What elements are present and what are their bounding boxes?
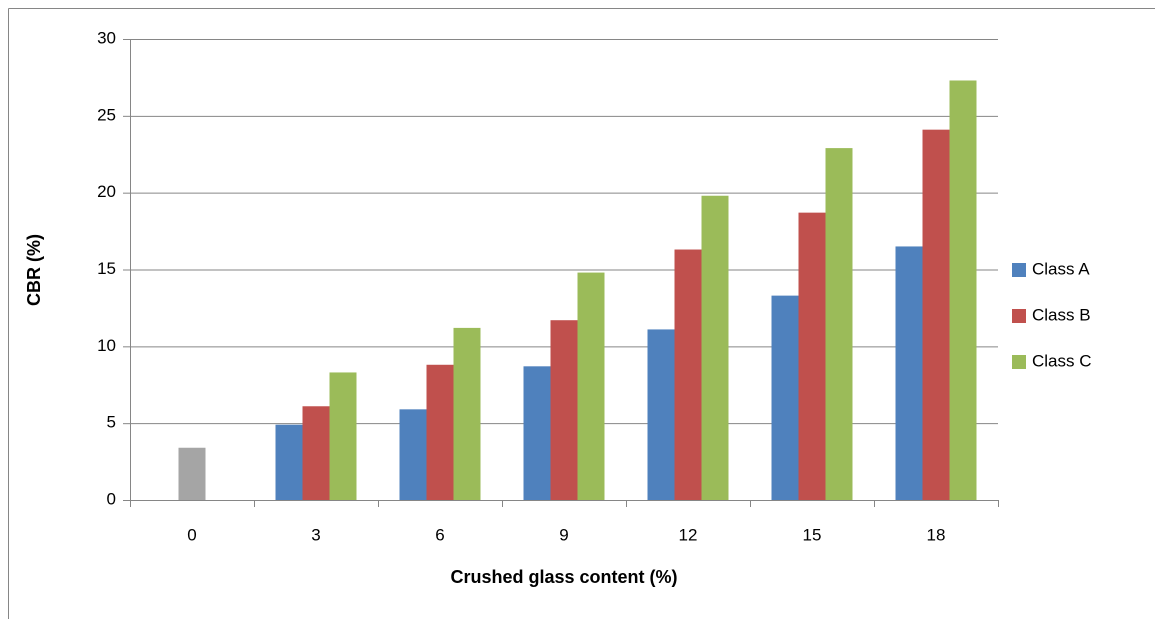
y-axis-title: CBR (%) [24,234,44,306]
x-tick-label: 18 [927,525,946,544]
bar [426,364,454,500]
legend-swatch [1012,263,1026,277]
bar [275,424,303,500]
y-tick-label: 15 [97,259,116,278]
x-tick-label: 6 [435,525,444,544]
bar [550,320,578,500]
legend-label: Class A [1032,259,1090,278]
bar [647,329,675,500]
bar [453,327,481,500]
legend-label: Class C [1032,351,1092,370]
bar [771,295,799,500]
y-tick-label: 5 [107,413,116,432]
x-tick-label: 15 [803,525,822,544]
x-axis-title: Crushed glass content (%) [450,567,677,587]
bar [523,366,551,500]
x-tick-label: 0 [187,525,196,544]
bar [701,195,729,501]
x-tick-label: 3 [311,525,320,544]
y-tick-label: 30 [97,28,116,47]
bar [825,148,853,500]
x-tick-label: 12 [679,525,698,544]
y-tick-label: 25 [97,105,116,124]
bar [949,80,977,501]
bar [922,129,950,500]
bar [798,212,826,501]
bar [674,249,702,500]
bar [895,246,923,500]
y-tick-label: 20 [97,182,116,201]
legend-swatch [1012,355,1026,369]
legend-label: Class B [1032,305,1091,324]
bar [329,372,357,500]
y-tick-label: 10 [97,336,116,355]
bar [399,409,427,500]
bar [302,406,330,500]
x-tick-label: 9 [559,525,568,544]
y-tick-label: 0 [107,489,116,508]
bar [577,272,605,500]
legend-swatch [1012,309,1026,323]
bar [178,447,206,500]
